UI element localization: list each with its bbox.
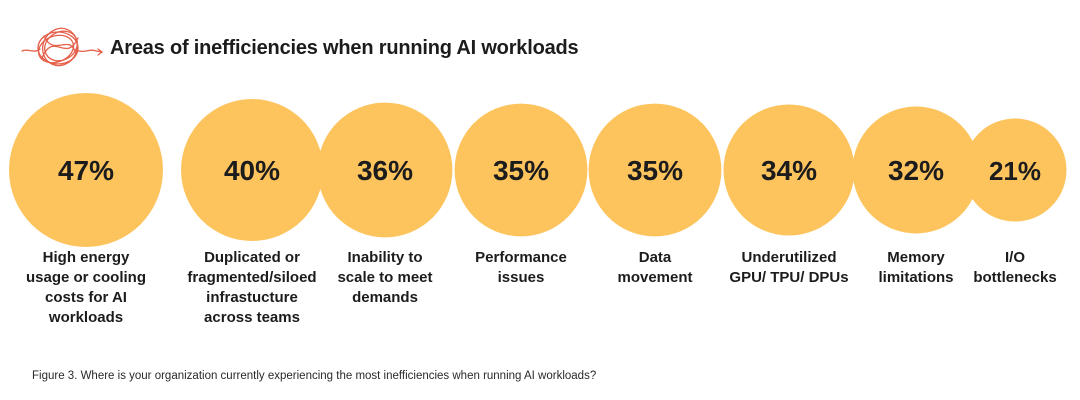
- category-label-3: Inability to scale to meet demands: [337, 249, 433, 306]
- figure-caption: Figure 3. Where is your organization cur…: [32, 370, 597, 382]
- category-label-1: High energy usage or cooling costs for A…: [25, 249, 146, 326]
- category-label-2: Duplicated or fragmented/siloed infrastu…: [187, 249, 317, 326]
- category-label-8: I/O bottlenecks: [973, 249, 1057, 286]
- bubble-5: [588, 103, 722, 237]
- value-label-4: 35%: [493, 155, 549, 186]
- category-label-7: Memory limitations: [878, 249, 954, 286]
- chart-title: Areas of inefficiencies when running AI …: [110, 36, 579, 59]
- bubble-8: [963, 118, 1067, 222]
- bubble-1: [9, 93, 163, 247]
- category-label-4: Performance issues: [475, 249, 567, 286]
- bubble-3: [317, 102, 453, 238]
- bubble-2: [181, 99, 323, 241]
- category-label-6: Underutilized GPU/ TPU/ DPUs: [729, 249, 849, 286]
- value-label-2: 40%: [224, 155, 280, 186]
- value-label-6: 34%: [761, 155, 817, 186]
- bubble-7: [852, 106, 980, 234]
- category-label-5: Data movement: [617, 249, 693, 286]
- value-label-7: 32%: [888, 155, 944, 186]
- scribble-icon: [21, 27, 104, 67]
- value-label-1: 47%: [58, 155, 114, 186]
- value-label-8: 21%: [989, 156, 1041, 186]
- chart-header: Areas of inefficiencies when running AI …: [20, 18, 579, 78]
- value-label-5: 35%: [627, 155, 683, 186]
- value-label-3: 36%: [357, 155, 413, 186]
- bubble-4: [454, 103, 588, 237]
- bubble-6: [723, 104, 855, 236]
